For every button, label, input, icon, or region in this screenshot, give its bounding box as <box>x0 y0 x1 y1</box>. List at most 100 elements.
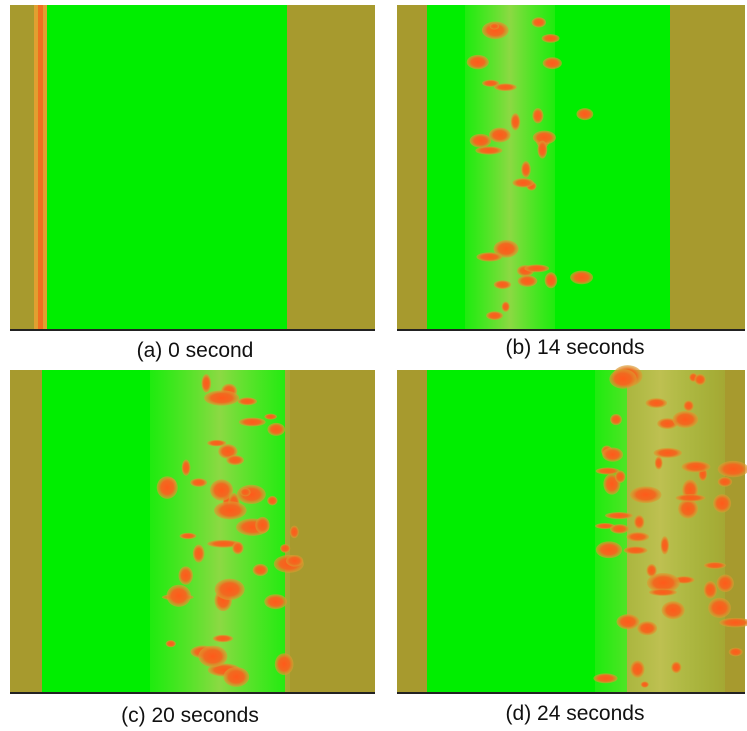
flame-blob <box>255 516 270 534</box>
flame-blob <box>717 460 747 478</box>
flame-blob <box>209 479 234 501</box>
flame-blob <box>166 584 191 607</box>
flame-blob <box>593 673 618 684</box>
flame-blob <box>657 418 678 429</box>
flame-blob <box>178 566 194 585</box>
flame-blob <box>694 373 706 386</box>
flame-blob <box>279 543 291 553</box>
flame-blob <box>541 33 560 43</box>
flame-blob <box>630 660 645 678</box>
flame-blob <box>610 524 629 534</box>
flame-blob <box>646 573 680 593</box>
flame-blob <box>181 459 191 476</box>
flame-blob <box>207 439 227 447</box>
flame-blob <box>703 581 717 599</box>
flame-blob <box>629 486 662 504</box>
flame-blob <box>595 467 620 475</box>
flame-blob <box>708 597 731 618</box>
flame-blob <box>289 525 299 539</box>
flame-blob <box>238 417 266 427</box>
flame-blob <box>493 83 517 91</box>
flame-blob <box>213 501 247 520</box>
flame-blob <box>576 108 594 121</box>
flame-blob <box>198 645 228 668</box>
flame-blob <box>192 544 205 563</box>
flame-blob <box>531 17 547 28</box>
caption: (a) 0 second <box>137 339 254 362</box>
flame-blob <box>165 640 176 648</box>
panel-c <box>10 370 375 694</box>
flame-blob <box>728 647 743 657</box>
flame-blob <box>640 681 649 688</box>
flame-blob <box>517 275 538 287</box>
flame-blob <box>623 546 648 555</box>
flame-blob <box>475 146 503 155</box>
flame-blob <box>264 594 288 610</box>
flame-blob <box>610 414 622 426</box>
flame-blob <box>646 563 657 577</box>
flame-blob <box>634 515 645 529</box>
panel-a <box>10 5 375 331</box>
caption: (d) 24 seconds <box>506 702 645 725</box>
flame-blob <box>609 369 637 389</box>
flame-blob <box>214 578 245 601</box>
panel-b <box>397 5 745 331</box>
flame-blob <box>204 390 240 406</box>
flame-blob <box>274 653 294 676</box>
flame-blob <box>660 536 670 555</box>
flame-blob <box>218 444 238 459</box>
flame-blob <box>223 666 250 687</box>
flame-blob <box>521 161 531 178</box>
flame-blob <box>654 456 663 470</box>
flame-blob <box>267 495 278 506</box>
flame-blob <box>482 79 500 87</box>
caption: (b) 14 seconds <box>506 336 645 359</box>
flame-blob <box>675 494 706 502</box>
flame-blob <box>489 23 500 30</box>
flame-blob <box>226 455 244 466</box>
flame-blob <box>595 541 623 559</box>
flame-blob <box>719 617 747 628</box>
flame-blob <box>645 398 668 408</box>
flame-blob <box>512 178 534 188</box>
flame-blob <box>237 397 258 406</box>
flame-blob <box>264 413 277 420</box>
flame-blob <box>661 601 685 620</box>
flame-blob <box>542 57 562 70</box>
flame-blob <box>537 140 548 159</box>
flame-blob <box>683 400 694 412</box>
flame-blob <box>501 301 510 312</box>
flame-blob <box>672 410 699 428</box>
flame-blob <box>532 130 556 145</box>
flame-blob <box>605 512 633 520</box>
flame-blob <box>595 522 615 530</box>
flame-blob <box>532 108 544 124</box>
flame-blob <box>156 476 178 499</box>
flame-blob <box>678 499 699 519</box>
flame-blob <box>544 272 558 289</box>
flame-blob <box>201 374 212 393</box>
flame-blob <box>466 54 489 70</box>
flame-blob <box>616 614 640 630</box>
flame-blob <box>614 470 626 483</box>
flame-blob <box>648 588 677 596</box>
flame-blob <box>626 532 650 542</box>
flame-blob <box>190 478 208 487</box>
flame-blob <box>681 461 711 473</box>
flame-blob <box>602 447 624 462</box>
flame-blob <box>713 494 732 513</box>
flame-blob <box>486 311 504 321</box>
flame-blob <box>524 264 550 273</box>
panel-d <box>397 365 747 694</box>
flame-blob <box>179 532 197 540</box>
flame-blob <box>493 280 512 290</box>
flame-blob <box>671 661 682 674</box>
flame-blob <box>476 252 503 262</box>
flame-blob <box>232 541 244 555</box>
flame-blob <box>653 447 682 458</box>
flame-blob <box>469 133 492 148</box>
flame-blob <box>212 634 234 643</box>
flame-blob <box>240 488 251 497</box>
flame-blob <box>252 563 269 576</box>
